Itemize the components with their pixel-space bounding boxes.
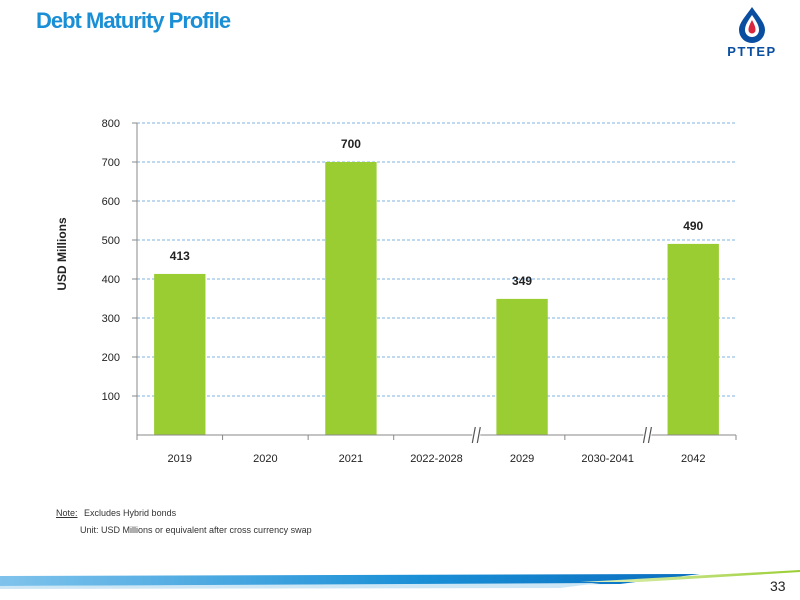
axis-break-gap	[643, 426, 652, 444]
x-tick-label: 2030-2041	[581, 453, 634, 465]
note-label: Note:	[56, 508, 78, 518]
x-tick-label: 2042	[681, 453, 705, 465]
data-label: 490	[683, 219, 703, 233]
data-label: 413	[170, 249, 190, 263]
axis-break-mark	[476, 426, 481, 444]
data-label: 700	[341, 137, 361, 151]
bar-2029	[496, 298, 548, 435]
footer-band	[0, 570, 800, 589]
axis-break-gap	[472, 426, 481, 444]
gridlines	[137, 122, 736, 397]
y-tick-label: 200	[102, 352, 120, 364]
axes	[132, 122, 737, 444]
bars	[154, 162, 719, 435]
y-tick-label: 100	[102, 391, 120, 403]
pttep-logo: PTTEP	[712, 4, 792, 64]
labels: 100 200 300 400 500 600 700 800 USD Millions 2019…	[55, 118, 705, 465]
y-tick-label: 800	[102, 118, 120, 130]
page-number: 33	[770, 578, 786, 594]
x-tick-label: 2029	[510, 453, 534, 465]
data-label: 349	[512, 274, 532, 288]
x-tick-label: 2020	[253, 453, 277, 465]
x-tick-label: 2019	[168, 453, 192, 465]
y-tick-label: 600	[102, 196, 120, 208]
x-tick-label: 2021	[339, 453, 363, 465]
note-text: Excludes Hybrid bonds	[84, 508, 177, 518]
debt-maturity-chart: 100 200 300 400 500 600 700 800 USD Millions 2019…	[55, 118, 737, 465]
y-tick-label: 700	[102, 157, 120, 169]
bar-2019	[154, 273, 206, 435]
y-tick-label: 300	[102, 313, 120, 325]
bar-2042	[667, 243, 719, 435]
drop-flame-icon	[739, 7, 765, 43]
logo-text: PTTEP	[727, 44, 777, 59]
axis-break-mark	[647, 426, 653, 444]
note: Note: Excludes Hybrid bonds	[56, 508, 176, 518]
slide-title: Debt Maturity Profile	[36, 8, 231, 33]
axis-break-mark	[642, 426, 648, 444]
y-tick-label: 500	[102, 235, 120, 247]
y-axis-label: USD Millions	[55, 217, 69, 291]
x-tick-label: 2022-2028	[410, 453, 463, 465]
bar-2021	[325, 162, 377, 435]
note-unit: Unit: USD Millions or equivalent after c…	[80, 525, 312, 535]
axis-break-mark	[471, 426, 476, 444]
y-tick-label: 400	[102, 274, 120, 286]
